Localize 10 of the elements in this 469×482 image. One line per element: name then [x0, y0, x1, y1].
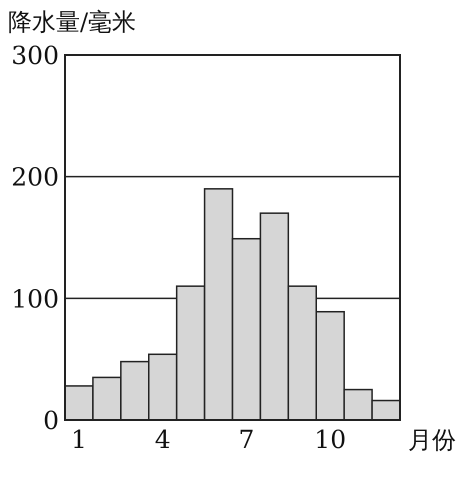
- y-tick-label: 300: [11, 41, 59, 70]
- y-axis-title: 降水量/毫米: [8, 8, 136, 36]
- y-tick-label: 0: [43, 406, 59, 435]
- y-tick-label: 200: [11, 162, 59, 192]
- x-tick-label: 10: [314, 425, 346, 454]
- x-axis-title: 月份: [408, 426, 456, 454]
- y-tick-label: 100: [11, 284, 59, 314]
- x-tick-label: 7: [238, 425, 254, 454]
- x-tick-label: 4: [154, 425, 171, 454]
- x-tick-label: 1: [71, 425, 87, 454]
